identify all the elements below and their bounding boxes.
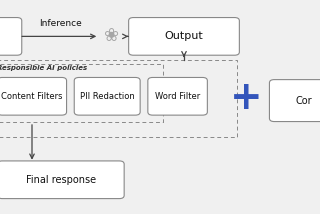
FancyBboxPatch shape xyxy=(269,80,320,122)
Text: Word Filter: Word Filter xyxy=(155,92,200,101)
FancyBboxPatch shape xyxy=(0,161,124,199)
Text: Output: Output xyxy=(164,31,204,41)
Text: +: + xyxy=(230,79,263,117)
Bar xyxy=(0,60,237,137)
Text: Content Filters: Content Filters xyxy=(1,92,63,101)
FancyBboxPatch shape xyxy=(148,77,207,115)
Text: Responsible AI policies: Responsible AI policies xyxy=(0,65,87,71)
Text: Cor: Cor xyxy=(296,96,312,106)
FancyBboxPatch shape xyxy=(74,77,140,115)
Bar xyxy=(0,64,163,122)
Text: Inference: Inference xyxy=(39,19,82,28)
FancyBboxPatch shape xyxy=(0,77,67,115)
FancyBboxPatch shape xyxy=(129,18,239,55)
Text: PII Redaction: PII Redaction xyxy=(80,92,135,101)
Text: Final response: Final response xyxy=(26,175,96,185)
FancyBboxPatch shape xyxy=(0,18,22,55)
Text: ❀: ❀ xyxy=(104,27,120,45)
